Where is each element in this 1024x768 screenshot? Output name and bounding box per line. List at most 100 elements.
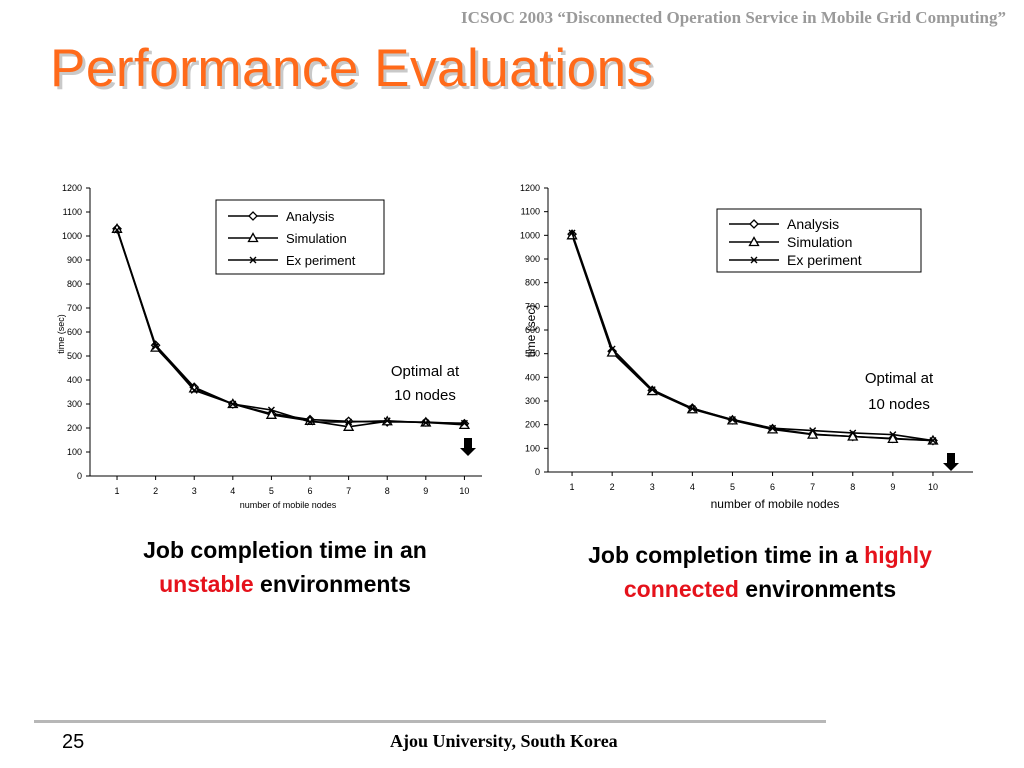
connected-x-tick-label: 2: [610, 482, 615, 492]
connected-series-1-point: [807, 428, 819, 439]
unstable-legend-marker-2: [249, 256, 257, 264]
unstable-x-tick-label: 3: [192, 486, 197, 496]
unstable-legend-label-2: Ex periment: [286, 253, 356, 268]
unstable-series-2-point: [113, 226, 121, 234]
unstable-y-tick-label: 1000: [62, 231, 82, 241]
connected-x-tick-label: 7: [810, 482, 815, 492]
unstable-y-tick-label: 1200: [62, 183, 82, 193]
unstable-legend-marker-0: [248, 211, 258, 221]
unstable-x-tick-label: 5: [269, 486, 274, 496]
unstable-series-1-point: [265, 408, 278, 419]
connected-series-2-point: [688, 405, 696, 413]
footer-divider: [34, 720, 826, 723]
unstable-series-2-point: [267, 406, 275, 414]
connected-series-2-point: [568, 229, 576, 237]
footer-text: Ajou University, South Korea: [390, 731, 618, 751]
unstable-legend-marker-1: [247, 232, 259, 243]
connected-series-2-point: [608, 345, 616, 353]
down-arrow-icon: [460, 438, 476, 456]
unstable-x-tick-label: 7: [346, 486, 351, 496]
connected-series-2-point: [849, 429, 857, 437]
caption-highly-connected-highlight1: highly: [864, 542, 932, 568]
unstable-y-tick-label: 600: [67, 327, 82, 337]
chart-unstable-annotation-line2: 10 nodes: [394, 387, 456, 404]
connected-x-tick-label: 1: [570, 482, 575, 492]
connected-y-tick-label: 1000: [520, 230, 540, 240]
connected-x-tick-label: 3: [650, 482, 655, 492]
connected-y-tick-label: 1200: [520, 183, 540, 193]
unstable-y-tick-label: 200: [67, 423, 82, 433]
connected-y-tick-label: 400: [525, 372, 540, 382]
connected-x-tick-label: 6: [770, 482, 775, 492]
unstable-y-tick-label: 700: [67, 303, 82, 313]
unstable-x-tick-label: 6: [308, 486, 313, 496]
connected-legend-label-0: Analysis: [787, 216, 839, 232]
caption-highly-connected-rest: environments: [738, 576, 897, 602]
connected-series-line-2: [571, 232, 934, 442]
chart-unstable-series: [111, 222, 471, 431]
unstable-legend-box: [215, 199, 385, 275]
unstable-x-tick-label: 4: [230, 486, 235, 496]
chart-unstable-svg: 0 100 200 300 400 500 600 700 800 900 1000 1100 1200…: [56, 183, 482, 510]
chart-highly-connected-svg: 0 100 200 300 400 500 600 700 800 900 1000 1100 1200…: [520, 183, 973, 511]
connected-legend-box: [716, 208, 922, 273]
unstable-series-2-point: [383, 417, 391, 425]
connected-y-tick-label: 700: [525, 301, 540, 311]
unstable-series-2-point: [460, 419, 468, 427]
chart-highly-connected-annotation-line1: Optimal at: [865, 370, 934, 387]
caption-unstable-highlight: unstable: [159, 571, 254, 597]
unstable-y-tick-label: 0: [77, 471, 82, 481]
chart-highly-connected-ticks: 0 100 200 300 400 500 600 700 800 900 1000 1100 1200…: [520, 183, 938, 492]
connected-legend-marker-0: [749, 219, 759, 229]
connected-y-tick-label: 500: [525, 349, 540, 359]
page-number: 25: [62, 731, 85, 753]
caption-unstable-rest: environments: [253, 571, 411, 597]
chart-highly-connected: 0 100 200 300 400 500 600 700 800 900 1000 1100 1200…: [510, 176, 980, 516]
caption-highly-connected-prefix: Job completion time in a: [588, 542, 865, 568]
connected-series-2-point: [809, 427, 817, 435]
unstable-x-tick-label: 8: [385, 486, 390, 496]
chart-highly-connected-xlabel: number of mobile nodes: [711, 497, 840, 511]
connected-x-tick-label: 5: [730, 482, 735, 492]
connected-y-tick-label: 200: [525, 420, 540, 430]
unstable-series-2-point: [229, 400, 237, 408]
caption-unstable-line2: unstable environments: [95, 567, 475, 601]
chart-unstable-ylabel: time (sec): [56, 314, 66, 354]
unstable-series-2-point: [152, 342, 160, 350]
unstable-x-tick-label: 1: [115, 486, 120, 496]
unstable-series-2-point: [345, 418, 353, 426]
unstable-y-tick-label: 800: [67, 279, 82, 289]
connected-series-2-point: [728, 415, 736, 423]
connected-legend-marker-1: [748, 236, 760, 247]
caption-highly-connected-line2: connected environments: [540, 572, 980, 606]
chart-highly-connected-series: [566, 229, 939, 446]
connected-legend-marker-2: [750, 256, 758, 264]
unstable-series-2-point: [190, 386, 198, 394]
caption-highly-connected-line1: Job completion time in a highly: [540, 538, 980, 572]
unstable-y-tick-label: 400: [67, 375, 82, 385]
connected-y-tick-label: 300: [525, 396, 540, 406]
unstable-y-tick-label: 100: [67, 447, 82, 457]
caption-highly-connected-highlight2: connected: [623, 576, 739, 602]
chart-highly-connected-ylabel: time (sec): [524, 305, 538, 358]
connected-series-line-1: [571, 235, 933, 442]
chart-unstable-annotation-line1: Optimal at: [391, 363, 460, 380]
chart-highly-connected-annotation-line2: 10 nodes: [868, 396, 930, 413]
unstable-x-tick-label: 9: [423, 486, 428, 496]
caption-unstable: Job completion time in an unstable envir…: [95, 533, 475, 601]
chart-unstable-ticks: 0 100 200 300 400 500 600 700 800 900 1000 1100 1200…: [62, 183, 469, 496]
connected-legend-label-2: Ex periment: [787, 252, 862, 268]
connected-series-2-point: [769, 424, 777, 432]
connected-series-2-point: [929, 437, 937, 445]
connected-series-1-point: [887, 433, 899, 444]
connected-y-tick-label: 100: [525, 443, 540, 453]
down-arrow-icon: [943, 453, 959, 471]
connected-series-2-point: [889, 431, 897, 439]
connected-y-tick-label: 900: [525, 254, 540, 264]
connected-x-tick-label: 10: [928, 482, 938, 492]
connected-x-tick-label: 4: [690, 482, 695, 492]
caption-highly-connected: Job completion time in a highly connecte…: [540, 538, 980, 606]
unstable-y-tick-label: 300: [67, 399, 82, 409]
unstable-y-tick-label: 500: [67, 351, 82, 361]
connected-y-tick-label: 1100: [521, 207, 540, 217]
